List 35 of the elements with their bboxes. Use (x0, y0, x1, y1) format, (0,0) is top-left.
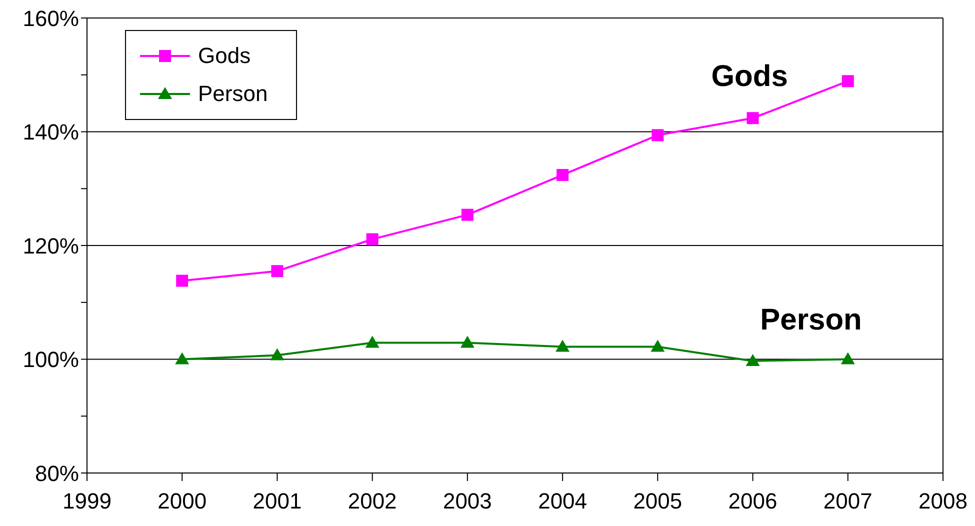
y-tick-label: 120% (22, 233, 79, 258)
text: Gods (711, 60, 788, 94)
y-tick-label: 140% (22, 120, 79, 145)
x-tick-label: 2003 (442, 488, 492, 514)
point (366, 233, 378, 246)
x-tick-label: 2001 (252, 488, 302, 514)
x-tick-label: 2006 (728, 488, 778, 514)
point (460, 336, 474, 348)
point (556, 168, 569, 181)
x-tick-label: 2005 (633, 488, 682, 514)
x-tick-label: 2004 (538, 488, 588, 514)
point (365, 336, 380, 348)
x-tick-label: 2000 (158, 488, 207, 514)
x-tick-label: 2007 (823, 488, 872, 514)
point (556, 340, 570, 352)
point (746, 112, 759, 124)
legend-label: Person (198, 81, 268, 107)
x-tick-label: 1999 (62, 488, 112, 514)
text: Person (760, 303, 862, 336)
point (746, 354, 760, 366)
y-tick-label: 100% (22, 347, 79, 372)
point (270, 348, 284, 360)
x-tick-label: 2008 (918, 488, 968, 514)
point (175, 352, 190, 364)
point (271, 265, 284, 278)
y-tick-label: 160% (22, 6, 79, 31)
point (461, 208, 474, 221)
point (652, 129, 664, 142)
y-tick-label: 80% (34, 460, 79, 486)
point (840, 352, 855, 364)
point (842, 75, 854, 88)
point (650, 340, 665, 352)
x-tick-label: 2002 (348, 488, 397, 514)
point (176, 274, 188, 287)
legend-label: Gods (198, 43, 251, 69)
